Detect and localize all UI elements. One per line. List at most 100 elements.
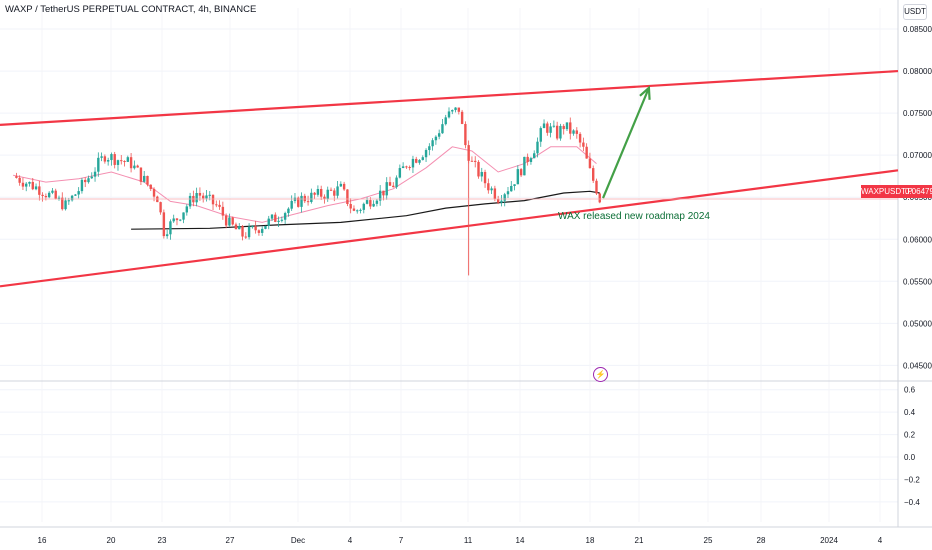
candle-body — [201, 195, 205, 199]
candle-body — [352, 208, 356, 211]
currency-unit-button[interactable]: USDT — [903, 4, 927, 20]
candle-body — [129, 157, 133, 169]
candle-body — [421, 157, 424, 160]
price-tick-label: 0.04500 — [903, 361, 932, 370]
candle-body — [329, 189, 333, 191]
projection-arrow — [602, 85, 651, 199]
time-tick-label: 25 — [704, 536, 713, 545]
candle-body — [169, 221, 172, 235]
candle-body — [460, 111, 464, 124]
candle-body — [598, 193, 601, 203]
candle-body — [595, 180, 598, 194]
time-tick-label: 27 — [226, 536, 235, 545]
candle-body — [575, 130, 579, 134]
indicator-tick-label: 0.6 — [904, 386, 916, 395]
candle-body — [234, 224, 238, 230]
candle-body — [15, 176, 18, 178]
candle-body — [264, 225, 267, 229]
candle-body — [503, 194, 506, 201]
candle-body — [372, 203, 375, 207]
pane-divider — [0, 0, 932, 528]
candle-body — [195, 193, 198, 203]
candle-body — [418, 159, 421, 163]
candle-body — [38, 186, 41, 195]
candle-body — [93, 171, 97, 177]
candle-body — [592, 168, 595, 181]
candle-body — [270, 214, 274, 219]
candle-body — [224, 215, 228, 226]
candle-body — [539, 128, 542, 142]
candle-body — [97, 157, 100, 172]
time-tick-label: 16 — [38, 536, 47, 545]
candle-body — [546, 123, 549, 133]
candle-body — [113, 154, 116, 165]
candle-body — [510, 185, 513, 192]
candle-body — [408, 166, 411, 168]
candle-body — [555, 125, 559, 139]
price-tick-label: 0.05000 — [903, 319, 932, 328]
candle-body — [165, 234, 169, 237]
roadmap-annotation: WAX released new roadmap 2024 — [558, 211, 710, 222]
candle-body — [149, 184, 152, 189]
candle-body — [251, 226, 254, 228]
candle-body — [411, 158, 415, 168]
lightning-bolt-icon[interactable]: ⚡ — [593, 367, 608, 382]
candle-body — [559, 125, 562, 139]
candle-body — [254, 226, 257, 231]
candle-body — [61, 197, 64, 210]
candle-body — [287, 208, 290, 214]
candle-body — [483, 171, 487, 184]
candle-body — [208, 194, 211, 196]
candle-body — [182, 212, 185, 220]
candle-body — [18, 177, 21, 183]
candle-body — [280, 219, 284, 221]
candle-body — [552, 125, 556, 127]
candle-body — [487, 183, 490, 191]
candle-body — [283, 213, 287, 220]
candle-body — [175, 218, 179, 221]
candle-body — [41, 194, 44, 197]
candle-body — [241, 226, 244, 237]
candle-body — [146, 175, 149, 185]
candle-body — [31, 181, 34, 190]
candle-body — [238, 226, 241, 230]
arrow-head — [639, 85, 651, 100]
indicator-axis: 0.6 0.4 0.2 0.0 −0.2 −0.4 — [904, 386, 920, 507]
candle-body — [437, 133, 441, 137]
candle-body — [218, 204, 221, 207]
candle-body — [588, 158, 592, 169]
candle-body — [457, 107, 461, 112]
candle-body — [565, 122, 569, 130]
candle-body — [205, 195, 208, 199]
candle-body — [424, 150, 428, 158]
candle-body — [54, 190, 57, 199]
price-tag-symbol: WAXPUSDT.P — [861, 187, 913, 196]
candle-body — [434, 136, 438, 141]
candle-body — [162, 212, 166, 237]
candle-body — [496, 198, 500, 203]
candle-body — [536, 141, 539, 154]
candle-body — [385, 182, 388, 196]
candle-body — [523, 156, 526, 176]
candle-body — [375, 200, 379, 204]
time-tick-label: 7 — [399, 536, 404, 545]
candle-body — [336, 186, 339, 196]
candle-body — [500, 200, 503, 203]
candle-body — [103, 156, 107, 162]
arrow-shaft — [602, 87, 650, 199]
time-axis: 16 20 23 27 Dec 4 7 11 14 18 21 25 28 2024 4 — [38, 536, 883, 545]
candle-body — [346, 189, 349, 205]
chart-title: WAXP / TetherUS PERPETUAL CONTRACT, 4h, … — [5, 4, 257, 15]
time-tick-label: Dec — [291, 536, 305, 545]
candle-body — [529, 158, 533, 162]
indicator-tick-label: −0.2 — [904, 475, 920, 484]
candle-body — [84, 179, 87, 183]
candle-body — [57, 197, 61, 199]
candle-body — [365, 200, 369, 204]
candlesticks — [15, 107, 601, 276]
candle-body — [74, 194, 77, 196]
candle-body — [139, 167, 143, 182]
candle-body — [300, 195, 303, 207]
candle-body — [401, 166, 405, 169]
